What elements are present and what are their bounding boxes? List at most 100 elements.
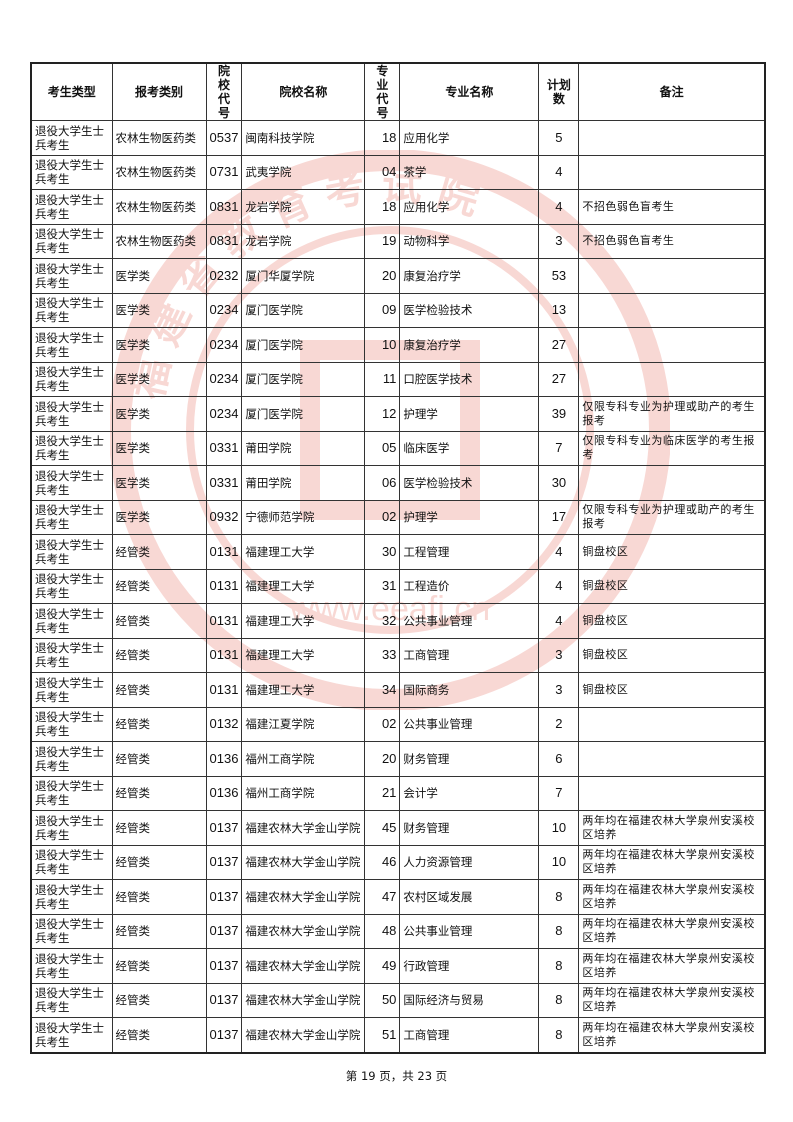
plan-count-cell: 2	[538, 706, 580, 742]
table-row: 退役大学生士兵考生 经管类 0137 福建农林大学金山学院 48 公共事业管理 8 两年均在福…	[30, 913, 766, 949]
remarks-cell	[578, 741, 766, 777]
table-row: 退役大学生士兵考生 医学类 0932 宁德师范学院 02 护理学 17 仅限专科专业为护理或助…	[30, 499, 766, 535]
table-row: 退役大学生士兵考生 经管类 0137 福建农林大学金山学院 45 财务管理 10 两年均在福建…	[30, 810, 766, 846]
major-name-cell: 财务管理	[399, 810, 540, 846]
remarks-cell	[578, 775, 766, 811]
school-code-cell: 0137	[205, 948, 243, 984]
major-code-cell: 51	[364, 1017, 401, 1053]
major-name-cell: 工商管理	[399, 637, 540, 673]
table-row: 退役大学生士兵考生 经管类 0137 福建农林大学金山学院 47 农村区域发展 8 两年均在福…	[30, 879, 766, 915]
major-name-cell: 公共事业管理	[399, 913, 540, 949]
school-code-cell: 0331	[205, 465, 243, 501]
school-name-cell: 福建农林大学金山学院	[241, 982, 366, 1018]
plan-count-cell: 3	[538, 672, 580, 708]
major-name-cell: 工程管理	[399, 534, 540, 570]
remarks-cell: 铜盘校区	[578, 534, 766, 570]
school-code-cell: 0131	[205, 534, 243, 570]
school-code-cell: 0831	[205, 189, 243, 225]
table-row: 退役大学生士兵考生 医学类 0234 厦门医学院 10 康复治疗学 27	[30, 327, 766, 363]
plan-count-cell: 17	[538, 499, 580, 535]
school-code-cell: 0137	[205, 913, 243, 949]
major-name-cell: 工商管理	[399, 1017, 540, 1053]
candidate-type-cell: 退役大学生士兵考生	[30, 948, 113, 984]
major-code-cell: 20	[364, 741, 401, 777]
school-name-cell: 福建农林大学金山学院	[241, 913, 366, 949]
school-name-cell: 福州工商学院	[241, 775, 366, 811]
school-name-cell: 莆田学院	[241, 465, 366, 501]
plan-count-cell: 7	[538, 775, 580, 811]
table-row: 退役大学生士兵考生 经管类 0132 福建江夏学院 02 公共事业管理 2	[30, 706, 766, 742]
plan-count-cell: 8	[538, 948, 580, 984]
major-name-cell: 护理学	[399, 499, 540, 535]
school-name-cell: 厦门医学院	[241, 396, 366, 432]
remarks-cell: 两年均在福建农林大学泉州安溪校区培养	[578, 879, 766, 915]
candidate-type-cell: 退役大学生士兵考生	[30, 361, 113, 397]
category-cell: 经管类	[111, 568, 207, 604]
school-code-cell: 0137	[205, 844, 243, 880]
major-name-cell: 人力资源管理	[399, 844, 540, 880]
col-candidate-type-header: 考生类型	[30, 62, 113, 121]
candidate-type-cell: 退役大学生士兵考生	[30, 603, 113, 639]
plan-count-cell: 6	[538, 741, 580, 777]
major-name-cell: 应用化学	[399, 189, 540, 225]
school-code-cell: 0137	[205, 982, 243, 1018]
major-code-cell: 32	[364, 603, 401, 639]
school-name-cell: 闽南科技学院	[241, 120, 366, 156]
table-row: 退役大学生士兵考生 经管类 0136 福州工商学院 20 财务管理 6	[30, 741, 766, 777]
candidate-type-cell: 退役大学生士兵考生	[30, 637, 113, 673]
plan-count-cell: 3	[538, 637, 580, 673]
major-code-cell: 31	[364, 568, 401, 604]
candidate-type-cell: 退役大学生士兵考生	[30, 430, 113, 466]
table-row: 退役大学生士兵考生 经管类 0131 福建理工大学 32 公共事业管理 4 铜盘校区	[30, 603, 766, 639]
table-row: 退役大学生士兵考生 医学类 0331 莆田学院 05 临床医学 7 仅限专科专业为临床医学的考…	[30, 430, 766, 466]
candidate-type-cell: 退役大学生士兵考生	[30, 396, 113, 432]
school-code-cell: 0232	[205, 258, 243, 294]
school-name-cell: 龙岩学院	[241, 189, 366, 225]
remarks-cell	[578, 465, 766, 501]
plan-count-cell: 8	[538, 1017, 580, 1053]
school-code-cell: 0331	[205, 430, 243, 466]
remarks-cell: 不招色弱色盲考生	[578, 189, 766, 225]
category-cell: 医学类	[111, 396, 207, 432]
col-category-header: 报考类别	[111, 62, 207, 121]
major-name-cell: 茶学	[399, 154, 540, 190]
remarks-cell: 仅限专科专业为护理或助产的考生报考	[578, 396, 766, 432]
remarks-cell: 仅限专科专业为护理或助产的考生报考	[578, 499, 766, 535]
candidate-type-cell: 退役大学生士兵考生	[30, 120, 113, 156]
school-name-cell: 厦门医学院	[241, 361, 366, 397]
candidate-type-cell: 退役大学生士兵考生	[30, 913, 113, 949]
candidate-type-cell: 退役大学生士兵考生	[30, 844, 113, 880]
category-cell: 农林生物医药类	[111, 189, 207, 225]
table-row: 退役大学生士兵考生 经管类 0131 福建理工大学 30 工程管理 4 铜盘校区	[30, 534, 766, 570]
table-row: 退役大学生士兵考生 医学类 0232 厦门华厦学院 20 康复治疗学 53	[30, 258, 766, 294]
category-cell: 经管类	[111, 775, 207, 811]
candidate-type-cell: 退役大学生士兵考生	[30, 1017, 113, 1053]
major-name-cell: 康复治疗学	[399, 258, 540, 294]
plan-count-cell: 4	[538, 189, 580, 225]
school-name-cell: 福建理工大学	[241, 568, 366, 604]
major-code-cell: 46	[364, 844, 401, 880]
plan-count-cell: 30	[538, 465, 580, 501]
category-cell: 医学类	[111, 361, 207, 397]
school-code-cell: 0131	[205, 568, 243, 604]
school-name-cell: 福建农林大学金山学院	[241, 810, 366, 846]
school-name-cell: 厦门华厦学院	[241, 258, 366, 294]
school-code-cell: 0137	[205, 1017, 243, 1053]
major-name-cell: 康复治疗学	[399, 327, 540, 363]
category-cell: 经管类	[111, 879, 207, 915]
candidate-type-cell: 退役大学生士兵考生	[30, 189, 113, 225]
major-code-cell: 11	[364, 361, 401, 397]
major-code-cell: 30	[364, 534, 401, 570]
major-name-cell: 国际经济与贸易	[399, 982, 540, 1018]
major-code-cell: 47	[364, 879, 401, 915]
school-code-cell: 0932	[205, 499, 243, 535]
school-code-cell: 0234	[205, 292, 243, 328]
major-name-cell: 国际商务	[399, 672, 540, 708]
school-code-cell: 0234	[205, 327, 243, 363]
plan-count-cell: 10	[538, 844, 580, 880]
major-name-cell: 农村区域发展	[399, 879, 540, 915]
plan-count-cell: 4	[538, 154, 580, 190]
major-code-cell: 19	[364, 223, 401, 259]
major-code-cell: 12	[364, 396, 401, 432]
major-name-cell: 护理学	[399, 396, 540, 432]
